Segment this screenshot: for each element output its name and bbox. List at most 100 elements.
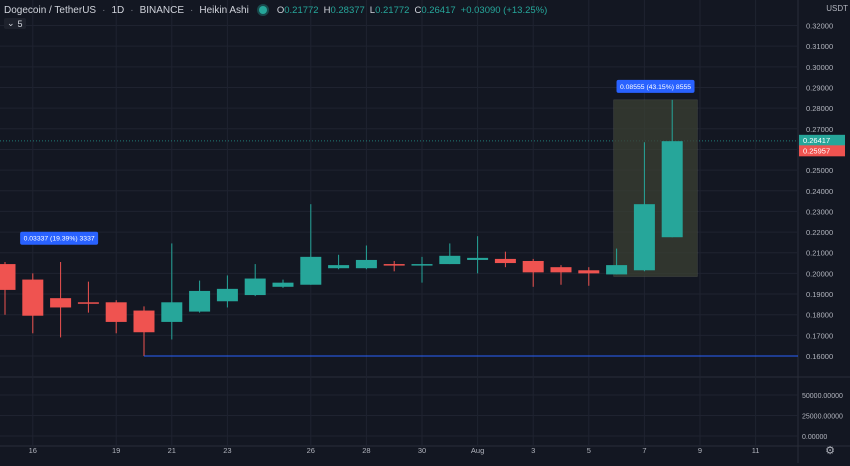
volume-axis: 50000.00000 25000.00000 0.00000: [802, 393, 843, 441]
open-price-badge: [799, 145, 845, 157]
indicators-toggle-button[interactable]: ⌄ 5: [4, 18, 26, 29]
high-value: 0.28377: [330, 4, 365, 16]
chevron-down-icon: ⌄: [7, 18, 15, 28]
price-tick-label: 0.20000: [806, 269, 833, 278]
gear-icon[interactable]: ⚙: [825, 445, 835, 457]
bullish-candle: [216, 275, 238, 308]
interval-label[interactable]: 1D: [111, 4, 125, 16]
bearish-candle: [22, 273, 44, 334]
bullish-candle: [355, 245, 377, 270]
time-tick-label: 7: [642, 446, 646, 455]
price-tick-label: 0.24000: [806, 187, 833, 196]
price-tick-label: 0.31000: [806, 42, 833, 51]
candle-body: [133, 310, 155, 333]
bearish-candle: [133, 306, 155, 356]
measure-label: 0.03337 (19.39%) 3337: [24, 236, 95, 243]
open-price-label: 0.25957: [803, 146, 830, 155]
volume-tick-label: 50000.00000: [802, 393, 843, 400]
price-tick-label: 0.17000: [806, 331, 833, 340]
bearish-candle: [550, 265, 572, 285]
bullish-candle: [272, 279, 294, 288]
measure-label: 0.08555 (43.15%) 8555: [620, 84, 691, 91]
time-tick-label: 3: [531, 446, 535, 455]
bullish-candle: [439, 243, 461, 265]
market-status-icon[interactable]: [258, 6, 267, 14]
symbol-legend[interactable]: Dogecoin / TetherUS · 1D · BINANCE · Hei…: [4, 3, 547, 17]
bearish-candle: [0, 262, 16, 315]
candle-body: [272, 282, 294, 287]
ohlc-values: O0.21772 H0.28377 L0.21772 C0.26417 +0.0…: [277, 5, 547, 16]
candle-body: [439, 255, 461, 265]
price-tick-label: 0.28000: [806, 104, 833, 113]
candle-body: [494, 258, 516, 264]
bullish-candle: [467, 236, 489, 274]
bearish-candle: [578, 267, 600, 286]
candle-series: [0, 99, 683, 356]
time-tick-label: 9: [698, 446, 702, 455]
price-tick-label: 0.27000: [806, 125, 833, 134]
candle-body: [383, 264, 405, 266]
price-axis: 0.32000 0.31000 0.30000 0.29000 0.28000 0.270…: [799, 22, 845, 361]
candle-body: [467, 257, 489, 260]
time-axis: 16 19 21 23 26 28 30 Aug 3 5 7 9 11: [29, 446, 760, 455]
open-label: O: [276, 4, 285, 16]
time-tick-label: 26: [307, 446, 315, 455]
change-value: +0.03090 (+13.25%): [460, 4, 548, 16]
candle-body: [633, 204, 655, 271]
time-tick-label: 16: [29, 446, 37, 455]
candle-body: [0, 264, 16, 290]
price-tick-label: 0.29000: [806, 83, 833, 92]
price-scale-currency[interactable]: USDT: [826, 4, 848, 13]
price-tick-label: 0.22000: [806, 228, 833, 237]
price-tick-label: 0.16000: [806, 352, 833, 361]
chart-style-label[interactable]: Heikin Ashi: [199, 4, 249, 16]
legend-separator: ·: [130, 4, 134, 16]
candle-body: [50, 298, 72, 308]
price-tick-label: 0.19000: [806, 290, 833, 299]
bullish-candle: [328, 254, 350, 270]
legend-separator: ·: [190, 4, 194, 16]
low-label: L: [369, 4, 376, 16]
exchange-label: BINANCE: [139, 4, 185, 16]
candle-body: [189, 290, 211, 312]
time-tick-label: 30: [418, 446, 426, 455]
candle-body: [522, 260, 544, 273]
candle-body: [661, 141, 683, 238]
candle-body: [411, 264, 433, 266]
bearish-candle: [522, 258, 544, 287]
close-label: C: [414, 4, 422, 16]
bullish-candle: [300, 204, 322, 285]
time-tick-label: 21: [168, 446, 176, 455]
measure-range-box: [613, 99, 698, 277]
price-tick-label: 0.30000: [806, 63, 833, 72]
bullish-candle: [411, 256, 433, 283]
time-tick-label: 11: [752, 446, 760, 455]
candle-body: [161, 302, 183, 322]
open-value: 0.21772: [284, 4, 319, 16]
bullish-candle: [161, 243, 183, 340]
bearish-candle: [77, 281, 99, 313]
candle-body: [105, 302, 127, 322]
measure-label-box: [616, 79, 695, 93]
price-tick-label: 0.25000: [806, 166, 833, 175]
candle-body: [244, 278, 266, 296]
candle-body: [550, 267, 572, 273]
high-label: H: [323, 4, 331, 16]
candle-body: [578, 270, 600, 274]
candle-body: [328, 265, 350, 269]
bearish-candle: [105, 300, 127, 334]
price-tick-label: 0.23000: [806, 207, 833, 216]
legend-separator: ·: [102, 4, 106, 16]
candle-body: [300, 256, 322, 285]
bearish-candle: [50, 262, 72, 338]
price-tick-label: 0.21000: [806, 249, 833, 258]
candle-body: [22, 279, 44, 316]
time-tick-label: Aug: [471, 446, 484, 455]
low-value: 0.21772: [375, 4, 410, 16]
bearish-candle: [383, 260, 405, 272]
bullish-candle: [244, 264, 266, 297]
symbol-name[interactable]: Dogecoin / TetherUS: [4, 4, 97, 16]
